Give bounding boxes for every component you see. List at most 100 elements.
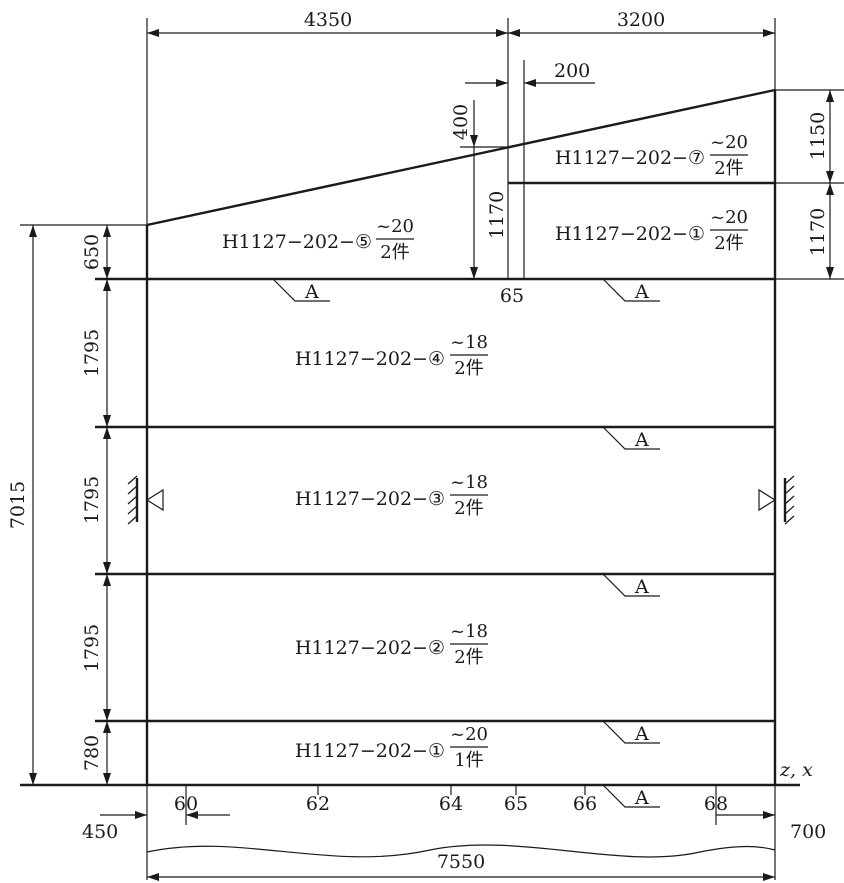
weld-symbol: A [602, 426, 660, 451]
plate-quantity: 2件 [714, 233, 743, 254]
plate-code: H1127−202−⑤ [222, 231, 372, 253]
arrow-head [103, 427, 111, 439]
arrow-head [147, 873, 159, 881]
plate-code: H1127−202−③ [295, 488, 445, 510]
sloped-top-edge [146, 88, 776, 227]
plate-thickness: ~18 [450, 621, 488, 642]
plate-label: H1127−202−③ ~18 2件 [295, 472, 488, 519]
arrow-head [508, 29, 520, 37]
dimension-texts: 4350 3200 200 400 1170 1150 1170 650 179… [7, 9, 829, 873]
plate-label: H1127−202−② ~18 2件 [295, 621, 488, 668]
plate-code: H1127−202−① [555, 223, 705, 245]
arrow-head [147, 29, 159, 37]
plate-label: H1127−202−① ~20 1件 [295, 724, 488, 771]
support-triangle [758, 488, 777, 512]
frame-tick-label: 64 [439, 793, 463, 815]
plate-thickness: ~20 [450, 724, 488, 745]
arrow-head [826, 90, 834, 102]
arrow-head [135, 811, 147, 819]
hatch [127, 495, 138, 505]
plate-label: H1127−202−⑤ ~20 2件 [222, 216, 414, 263]
arrow-head [103, 225, 111, 237]
dim-text-400: 400 [450, 104, 472, 140]
plate-code: H1127−202−⑦ [555, 147, 705, 169]
arrow-head [826, 267, 834, 279]
arrow-head [763, 873, 775, 881]
arrow-head [186, 811, 198, 819]
arrow-head [470, 135, 478, 147]
plate-code: H1127−202−④ [295, 348, 445, 370]
arrow-head [826, 183, 834, 195]
dim-text-3200: 3200 [617, 9, 665, 31]
dim-text-7550: 7550 [437, 851, 485, 873]
plate-quantity: 2件 [714, 158, 743, 179]
plate-quantity: 2件 [454, 647, 483, 668]
arrow-head [763, 29, 775, 37]
hatch [784, 505, 795, 515]
dim-text-200: 200 [554, 60, 590, 82]
arrow-head [103, 721, 111, 733]
dim-text-780: 780 [81, 735, 103, 771]
weld-mark-label: A [634, 281, 649, 303]
dim-text-1795-c: 1795 [81, 624, 103, 672]
arrow-head [103, 562, 111, 574]
weld-mark-label: A [634, 576, 649, 598]
arrow-head [103, 773, 111, 785]
arrow-head [470, 267, 478, 279]
frame-tick-label: 65 [504, 793, 528, 815]
weld-symbols: A A A A A A [272, 278, 660, 809]
weld-symbol: A [602, 278, 660, 303]
dim-text-1795-b: 1795 [81, 476, 103, 524]
frame-label-65-mid: 65 [500, 285, 524, 307]
frame-ticks [185, 785, 717, 825]
arrow-head [29, 773, 37, 785]
dim-text-450: 450 [82, 821, 118, 843]
frame-tick-label: 60 [174, 793, 198, 815]
hatch [784, 485, 795, 495]
arrow-head [763, 811, 775, 819]
plate-quantity: 2件 [454, 358, 483, 379]
weld-symbol: A [602, 784, 660, 809]
plate-thickness: ~18 [450, 472, 488, 493]
frame-tick-label: 62 [306, 793, 330, 815]
support-symbol-right [758, 475, 795, 525]
plate-code: H1127−202−① [295, 740, 445, 762]
arrow-head [103, 415, 111, 427]
plate-quantity: 2件 [454, 498, 483, 519]
weld-leader [602, 426, 660, 450]
arrow-head [496, 29, 508, 37]
hatch [127, 475, 138, 485]
frame-labels: 65 z, x 60 62 64 65 66 68 [174, 285, 813, 815]
weld-leader [602, 784, 660, 808]
arrow-head [29, 225, 37, 237]
hatch [784, 515, 795, 525]
weld-leader [272, 278, 330, 302]
weld-mark-label: A [634, 429, 649, 451]
plate-quantity: 1件 [454, 750, 483, 771]
arrow-head [103, 267, 111, 279]
hatch [127, 505, 138, 515]
plate-outline [20, 88, 800, 787]
dim-text-700: 700 [790, 821, 826, 843]
hatch [784, 475, 795, 485]
arrow-head [103, 279, 111, 291]
plate-thickness: ~20 [376, 216, 414, 237]
plate-label: H1127−202−① ~20 2件 [555, 207, 748, 254]
dim-text-1795-a: 1795 [81, 329, 103, 377]
support-triangle [145, 488, 164, 512]
dim-text-4350: 4350 [304, 9, 352, 31]
frame-tick-label: 66 [573, 793, 597, 815]
plate-label: H1127−202−④ ~18 2件 [295, 332, 488, 379]
dimension-arrows [29, 29, 834, 881]
break-line [146, 844, 776, 858]
hatch [127, 485, 138, 495]
dim-text-7015: 7015 [7, 481, 29, 529]
dim-text-1150: 1150 [807, 112, 829, 160]
axis-label: z, x [779, 759, 813, 781]
weld-symbol: A [602, 573, 660, 598]
hatch [784, 495, 795, 505]
weld-mark-label: A [304, 281, 319, 303]
arrow-head [826, 171, 834, 183]
arrow-head [524, 79, 536, 87]
